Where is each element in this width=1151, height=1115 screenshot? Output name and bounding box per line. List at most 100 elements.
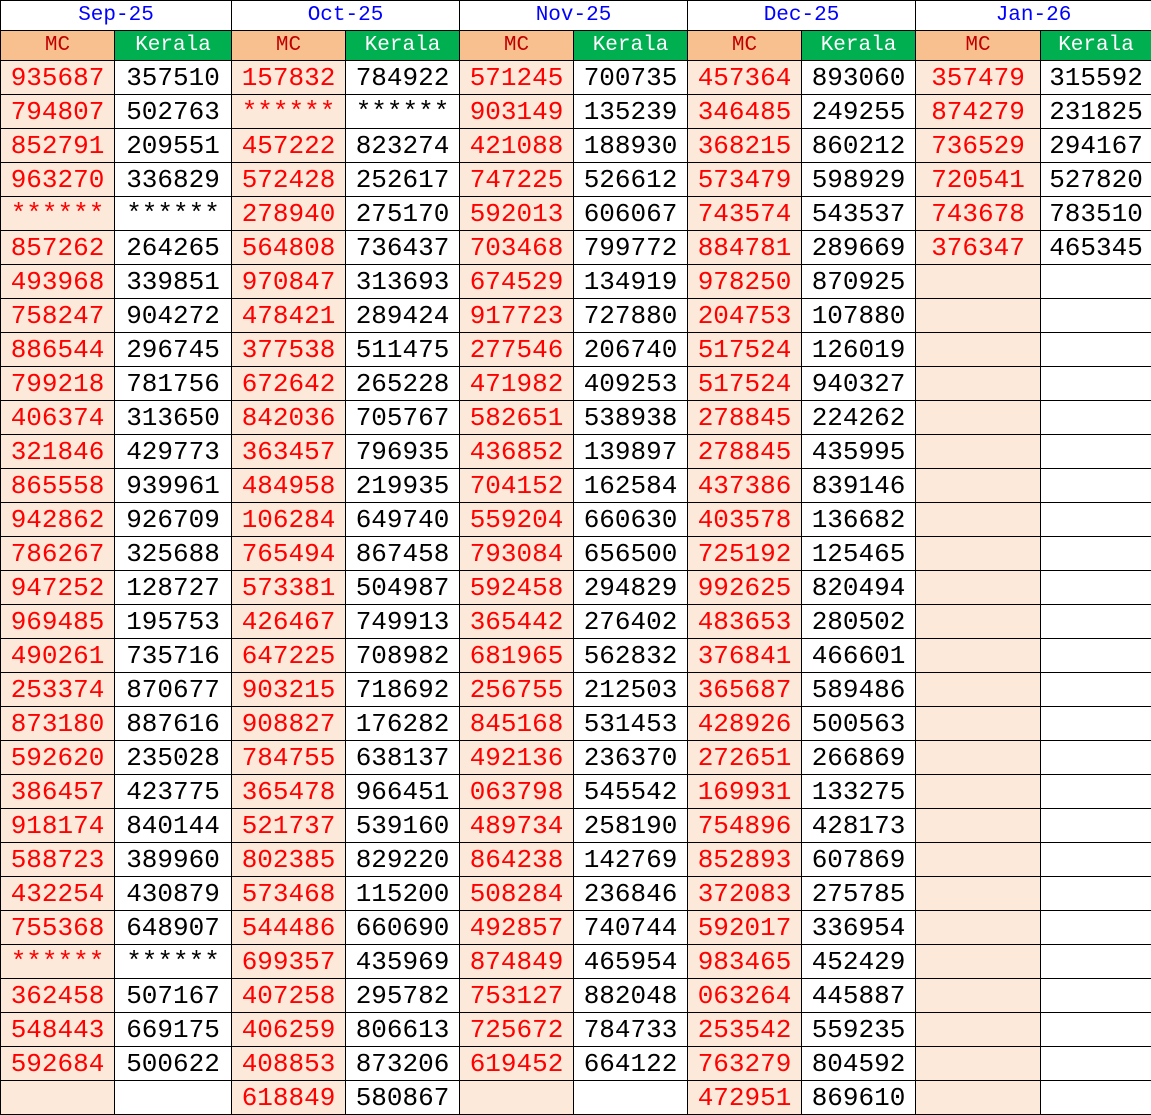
mc-cell[interactable]: 368215 — [688, 129, 802, 163]
mc-cell[interactable]: 573479 — [688, 163, 802, 197]
mc-cell[interactable]: 736529 — [916, 129, 1041, 163]
mc-cell[interactable]: 983465 — [688, 945, 802, 979]
kerala-cell[interactable]: 840144 — [115, 809, 232, 843]
mc-cell[interactable]: 406259 — [232, 1013, 346, 1047]
mc-cell[interactable]: 592013 — [460, 197, 574, 231]
kerala-cell[interactable]: 142769 — [574, 843, 688, 877]
kerala-cell[interactable]: 264265 — [115, 231, 232, 265]
kerala-cell[interactable]: 543537 — [802, 197, 916, 231]
kerala-cell[interactable]: 275170 — [346, 197, 460, 231]
kerala-cell[interactable] — [1041, 843, 1151, 877]
mc-cell[interactable]: 865558 — [1, 469, 115, 503]
kerala-cell[interactable] — [1041, 605, 1151, 639]
kerala-cell[interactable]: 409253 — [574, 367, 688, 401]
kerala-cell[interactable]: 236846 — [574, 877, 688, 911]
mc-cell[interactable]: 874849 — [460, 945, 574, 979]
kerala-cell[interactable]: 389960 — [115, 843, 232, 877]
mc-cell[interactable]: 437386 — [688, 469, 802, 503]
kerala-cell[interactable]: 589486 — [802, 673, 916, 707]
kerala-cell[interactable]: 206740 — [574, 333, 688, 367]
mc-cell[interactable]: 169931 — [688, 775, 802, 809]
kerala-cell[interactable] — [1041, 707, 1151, 741]
kerala-cell[interactable]: 660690 — [346, 911, 460, 945]
kerala-cell[interactable]: 126019 — [802, 333, 916, 367]
kerala-cell[interactable]: 638137 — [346, 741, 460, 775]
mc-cell[interactable]: 106284 — [232, 503, 346, 537]
kerala-column-header[interactable]: Kerala — [802, 31, 916, 61]
kerala-cell[interactable]: ****** — [115, 197, 232, 231]
mc-cell[interactable]: 204753 — [688, 299, 802, 333]
kerala-cell[interactable]: 294829 — [574, 571, 688, 605]
kerala-cell[interactable]: 336954 — [802, 911, 916, 945]
mc-column-header[interactable]: MC — [688, 31, 802, 61]
kerala-cell[interactable]: 669175 — [115, 1013, 232, 1047]
kerala-column-header[interactable]: Kerala — [1041, 31, 1151, 61]
kerala-cell[interactable]: 249255 — [802, 95, 916, 129]
mc-cell[interactable]: 917723 — [460, 299, 574, 333]
kerala-cell[interactable]: 107880 — [802, 299, 916, 333]
mc-cell[interactable]: 436852 — [460, 435, 574, 469]
mc-cell[interactable]: 725192 — [688, 537, 802, 571]
kerala-cell[interactable]: 235028 — [115, 741, 232, 775]
mc-cell[interactable]: 755368 — [1, 911, 115, 945]
mc-cell[interactable]: 484958 — [232, 469, 346, 503]
mc-cell[interactable] — [916, 877, 1041, 911]
kerala-cell[interactable]: 295782 — [346, 979, 460, 1013]
mc-cell[interactable]: 758247 — [1, 299, 115, 333]
mc-cell[interactable]: 582651 — [460, 401, 574, 435]
kerala-cell[interactable]: 325688 — [115, 537, 232, 571]
mc-cell[interactable]: 699357 — [232, 945, 346, 979]
kerala-cell[interactable]: 135239 — [574, 95, 688, 129]
mc-cell[interactable]: 618849 — [232, 1081, 346, 1115]
mc-cell[interactable]: 992625 — [688, 571, 802, 605]
kerala-cell[interactable]: 275785 — [802, 877, 916, 911]
mc-cell[interactable]: 365687 — [688, 673, 802, 707]
mc-cell[interactable]: 918174 — [1, 809, 115, 843]
kerala-cell[interactable]: 128727 — [115, 571, 232, 605]
mc-cell[interactable]: 963270 — [1, 163, 115, 197]
mc-cell[interactable]: 793084 — [460, 537, 574, 571]
mc-cell[interactable]: 903149 — [460, 95, 574, 129]
mc-cell[interactable]: 362458 — [1, 979, 115, 1013]
mc-cell[interactable]: 321846 — [1, 435, 115, 469]
mc-cell[interactable]: 743678 — [916, 197, 1041, 231]
mc-cell[interactable]: 884781 — [688, 231, 802, 265]
mc-cell[interactable]: 272651 — [688, 741, 802, 775]
kerala-column-header[interactable]: Kerala — [115, 31, 232, 61]
mc-cell[interactable]: 063798 — [460, 775, 574, 809]
kerala-cell[interactable] — [1041, 265, 1151, 299]
kerala-cell[interactable]: 736437 — [346, 231, 460, 265]
kerala-cell[interactable]: 873206 — [346, 1047, 460, 1081]
kerala-cell[interactable]: 162584 — [574, 469, 688, 503]
month-header[interactable]: Nov-25 — [460, 1, 688, 31]
mc-cell[interactable]: 765494 — [232, 537, 346, 571]
mc-cell[interactable]: 857262 — [1, 231, 115, 265]
kerala-cell[interactable]: 607869 — [802, 843, 916, 877]
mc-cell[interactable]: 365442 — [460, 605, 574, 639]
mc-cell[interactable]: 278845 — [688, 435, 802, 469]
kerala-cell[interactable]: 136682 — [802, 503, 916, 537]
mc-cell[interactable]: 432254 — [1, 877, 115, 911]
mc-cell[interactable]: 548443 — [1, 1013, 115, 1047]
kerala-cell[interactable]: 867458 — [346, 537, 460, 571]
mc-cell[interactable]: 386457 — [1, 775, 115, 809]
kerala-cell[interactable]: 664122 — [574, 1047, 688, 1081]
kerala-cell[interactable]: 559235 — [802, 1013, 916, 1047]
kerala-cell[interactable]: 749913 — [346, 605, 460, 639]
mc-cell[interactable]: 942862 — [1, 503, 115, 537]
mc-cell[interactable]: 471982 — [460, 367, 574, 401]
kerala-cell[interactable] — [1041, 741, 1151, 775]
kerala-cell[interactable]: 718692 — [346, 673, 460, 707]
mc-cell[interactable]: 572428 — [232, 163, 346, 197]
mc-cell[interactable]: 278940 — [232, 197, 346, 231]
kerala-cell[interactable]: 700735 — [574, 61, 688, 95]
mc-cell[interactable]: 873180 — [1, 707, 115, 741]
kerala-cell[interactable]: 445887 — [802, 979, 916, 1013]
mc-cell[interactable]: 253374 — [1, 673, 115, 707]
mc-column-header[interactable]: MC — [232, 31, 346, 61]
mc-cell[interactable]: 681965 — [460, 639, 574, 673]
mc-cell[interactable]: 508284 — [460, 877, 574, 911]
kerala-cell[interactable]: 539160 — [346, 809, 460, 843]
kerala-column-header[interactable]: Kerala — [574, 31, 688, 61]
kerala-cell[interactable] — [1041, 775, 1151, 809]
